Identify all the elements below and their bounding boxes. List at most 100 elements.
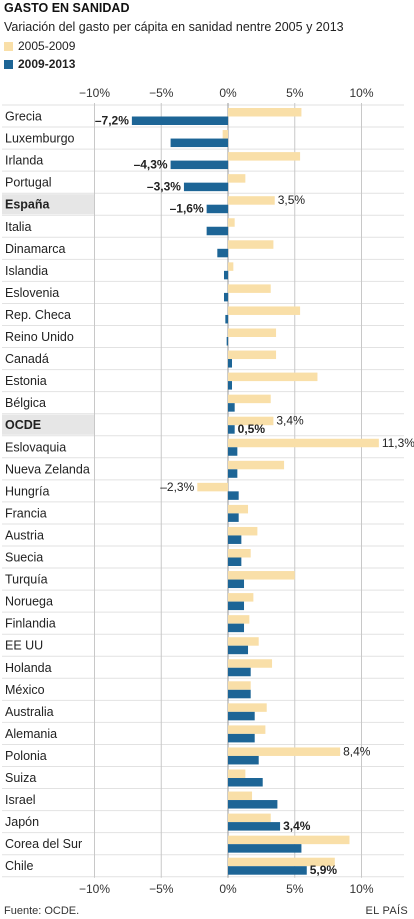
chart-subtitle: Variación del gasto per cápita en sanida…: [4, 20, 344, 34]
bar-2009-2013-alemania: [228, 733, 255, 743]
x-tick-bottom-0: −10%: [79, 882, 110, 896]
bar-2005-2009-espana: [228, 196, 275, 205]
bar-2005-2009-polonia: [228, 747, 341, 756]
category-label-francia: Francia: [5, 506, 47, 520]
bar-2005-2009-luxemburgo: [222, 130, 228, 139]
data-label-irlanda-2009-2013: –4,3%: [134, 158, 168, 172]
category-label-chile: Chile: [5, 859, 34, 873]
bar-2005-2009-australia: [228, 703, 267, 712]
bar-2009-2013-luxemburgo: [170, 138, 228, 148]
bar-2005-2009-italia: [228, 218, 235, 227]
category-label-turquia: Turquía: [5, 573, 48, 587]
bar-2005-2009-austria: [228, 526, 258, 536]
bar-2009-2013-austria: [228, 535, 242, 544]
x-tick-bottom-2: 0%: [219, 882, 237, 896]
bar-2009-2013-japon: [228, 822, 281, 831]
bar-2009-2013-polonia: [228, 755, 259, 765]
category-label-finlandia: Finlandia: [5, 617, 56, 631]
category-label-corea-del-sur: Corea del Sur: [5, 837, 82, 851]
data-label-chile-2009-2013: 5,9%: [310, 863, 338, 877]
bar-2005-2009-nueva-zelanda: [228, 460, 285, 470]
bar-2009-2013-reino-unido: [226, 337, 228, 346]
category-label-hungria: Hungría: [5, 484, 50, 498]
category-label-suecia: Suecia: [5, 551, 43, 565]
bar-2009-2013-canada: [228, 359, 233, 368]
bar-2009-2013-ocde: [228, 425, 235, 434]
legend-item-2009-2013: 2009-2013: [4, 57, 75, 71]
bar-2009-2013-hungria: [228, 491, 239, 500]
x-tick-bottom-1: −5%: [149, 882, 174, 896]
category-label-suiza: Suiza: [5, 771, 36, 785]
category-label-grecia: Grecia: [5, 110, 42, 124]
bar-2009-2013-francia: [228, 513, 239, 522]
x-tick-top-0: −10%: [79, 86, 110, 100]
category-label-israel: Israel: [5, 793, 36, 807]
bar-2009-2013-suecia: [228, 557, 242, 566]
bar-2009-2013-mexico: [228, 689, 251, 699]
legend-swatch-2009-2013: [4, 59, 13, 69]
category-label-alemania: Alemania: [5, 727, 57, 741]
legend-label-2009-2013: 2009-2013: [18, 57, 76, 71]
brand-label: EL PAÍS: [365, 905, 408, 917]
bar-2005-2009-alemania: [228, 725, 266, 734]
bar-2009-2013-noruega: [228, 601, 245, 611]
category-label-islandia: Islandia: [5, 264, 48, 278]
bar-2009-2013-dinamarca: [217, 248, 228, 258]
bar-2005-2009-rep-checa: [228, 306, 301, 315]
legend-item-2005-2009: 2005-2009: [4, 39, 75, 53]
bar-2009-2013-turquia: [228, 579, 245, 589]
category-label-nueva-zelanda: Nueva Zelanda: [5, 462, 90, 476]
category-label-irlanda: Irlanda: [5, 154, 43, 168]
highlight-ocde: [2, 414, 94, 435]
bar-2005-2009-grecia: [228, 108, 302, 117]
category-label-japon: Japón: [5, 815, 39, 829]
bar-2009-2013-estonia: [228, 381, 233, 390]
legend-swatch-2005-2009: [4, 41, 13, 51]
data-label-ocde-2009-2013: 0,5%: [238, 422, 266, 436]
bar-2005-2009-irlanda: [228, 152, 301, 161]
bar-2009-2013-irlanda: [170, 160, 228, 170]
bar-2009-2013-chile: [228, 866, 307, 875]
bar-2005-2009-finlandia: [228, 615, 250, 624]
x-tick-top-1: −5%: [149, 86, 174, 100]
bar-2005-2009-reino-unido: [228, 328, 277, 337]
category-label-holanda: Holanda: [5, 661, 52, 675]
category-label-mexico: México: [5, 683, 45, 697]
category-label-luxemburgo: Luxemburgo: [5, 132, 75, 146]
bar-2005-2009-hungria: [197, 482, 228, 492]
bar-2005-2009-ee-uu: [228, 637, 259, 646]
bar-2009-2013-ee-uu: [228, 645, 249, 655]
data-label-portugal-2009-2013: –3,3%: [147, 180, 181, 194]
bar-2005-2009-belgica: [228, 394, 271, 404]
bar-2005-2009-estonia: [228, 372, 318, 382]
bar-2009-2013-israel: [228, 800, 278, 809]
bar-2005-2009-canada: [228, 350, 277, 360]
bar-2009-2013-portugal: [183, 182, 228, 192]
x-tick-top-4: 10%: [349, 86, 373, 100]
bar-2005-2009-corea-del-sur: [228, 835, 350, 845]
source-note: Fuente: OCDE.: [4, 905, 80, 917]
category-label-espana: España: [5, 198, 51, 212]
x-tick-bottom-4: 10%: [349, 882, 373, 896]
category-label-polonia: Polonia: [5, 749, 47, 763]
data-label-espana-2005-2009: 3,5%: [278, 193, 306, 207]
category-label-portugal: Portugal: [5, 176, 52, 190]
bar-2009-2013-eslovaquia: [228, 447, 238, 456]
bar-2009-2013-australia: [228, 711, 255, 721]
bar-2009-2013-grecia: [131, 116, 228, 125]
bar-2005-2009-dinamarca: [228, 240, 274, 249]
x-tick-top-2: 0%: [219, 86, 237, 100]
category-label-noruega: Noruega: [5, 595, 53, 609]
bar-2009-2013-eslovenia: [223, 292, 228, 302]
bar-2005-2009-holanda: [228, 659, 273, 668]
bar-2009-2013-nueva-zelanda: [228, 469, 238, 478]
category-label-belgica: Bélgica: [5, 396, 46, 410]
bar-2009-2013-suiza: [228, 778, 263, 787]
highlight-espana: [2, 194, 94, 215]
category-label-ocde: OCDE: [5, 418, 41, 432]
data-label-grecia-2009-2013: –7,2%: [95, 114, 129, 128]
data-label-hungria-2005-2009: –2,3%: [160, 480, 194, 494]
data-label-eslovaquia-2005-2009: 11,3%: [382, 436, 414, 450]
category-label-eslovaquia: Eslovaquia: [5, 440, 66, 454]
